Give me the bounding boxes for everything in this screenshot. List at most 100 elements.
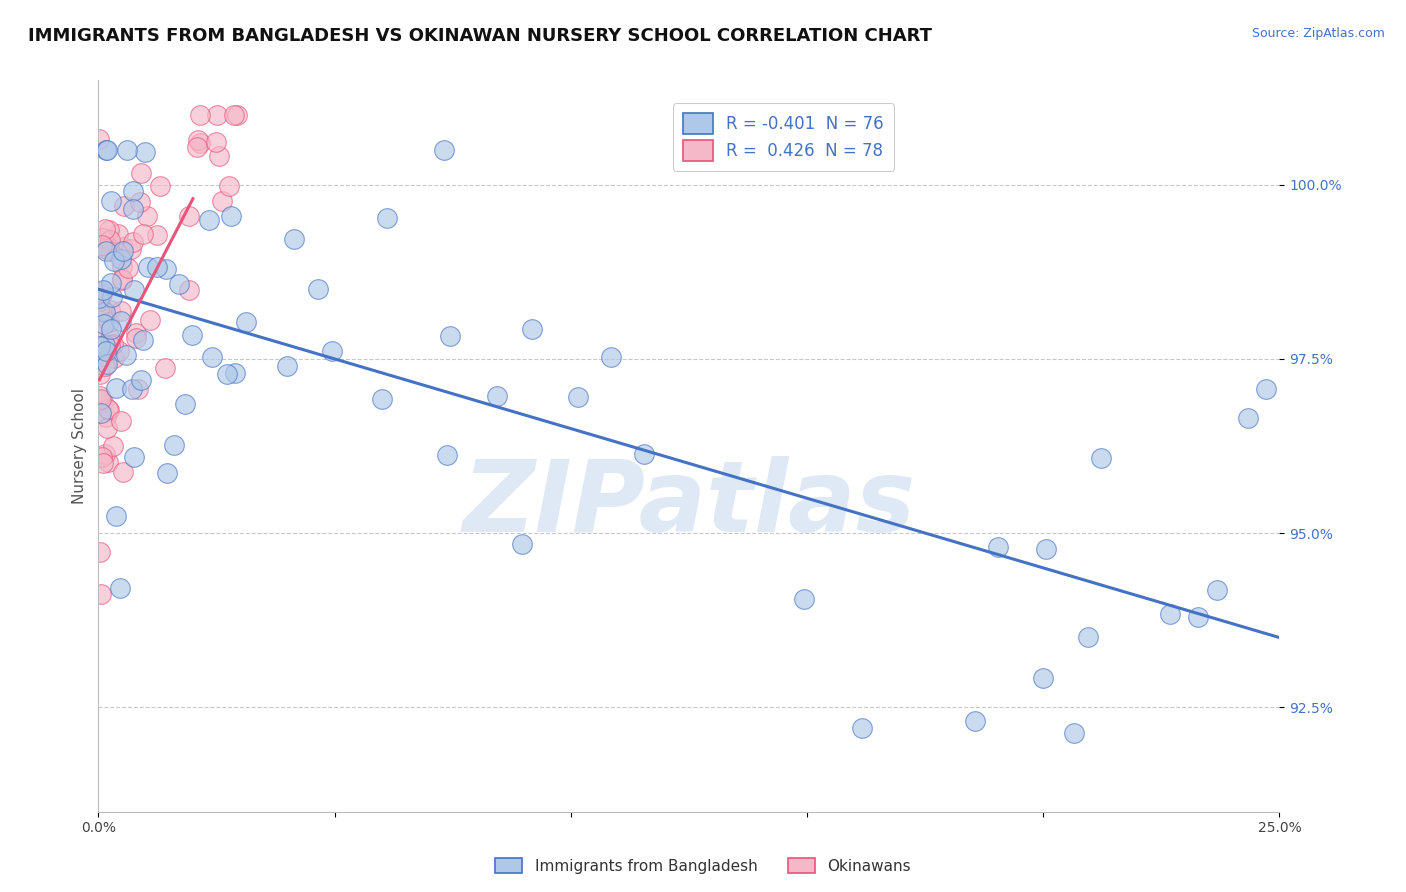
Point	[1077, 630, 1099, 644]
Point	[94, 305, 117, 319]
Point	[215, 367, 238, 381]
Point	[122, 450, 145, 465]
Point	[145, 260, 167, 274]
Point	[89, 291, 111, 305]
Point	[121, 383, 143, 397]
Point	[520, 322, 543, 336]
Point	[122, 283, 145, 297]
Point	[93, 318, 115, 332]
Point	[283, 232, 305, 246]
Point	[97, 240, 120, 254]
Point	[793, 591, 815, 606]
Point	[98, 244, 121, 258]
Point	[111, 271, 134, 285]
Point	[97, 402, 120, 417]
Point	[96, 357, 118, 371]
Point	[98, 303, 121, 318]
Point	[186, 139, 208, 153]
Point	[276, 359, 298, 374]
Point	[90, 587, 112, 601]
Point	[131, 373, 153, 387]
Point	[167, 277, 190, 291]
Point	[101, 337, 124, 351]
Text: ZIPatlas: ZIPatlas	[463, 456, 915, 553]
Point	[125, 326, 148, 341]
Point	[131, 166, 153, 180]
Point	[114, 348, 136, 362]
Point	[307, 281, 329, 295]
Point	[89, 393, 111, 408]
Point	[127, 382, 149, 396]
Point	[567, 390, 589, 404]
Point	[96, 343, 118, 358]
Point	[87, 293, 110, 308]
Point	[94, 410, 117, 425]
Point	[108, 343, 131, 358]
Point	[100, 276, 122, 290]
Point	[235, 315, 257, 329]
Point	[1159, 607, 1181, 621]
Point	[91, 304, 114, 318]
Point	[112, 465, 135, 479]
Point	[110, 414, 132, 428]
Point	[136, 260, 159, 274]
Point	[633, 447, 655, 461]
Point	[97, 455, 120, 469]
Point	[224, 108, 246, 122]
Point	[204, 135, 226, 149]
Point	[94, 446, 117, 460]
Point	[111, 259, 134, 273]
Point	[90, 301, 112, 316]
Point	[1063, 726, 1085, 740]
Point	[87, 392, 110, 407]
Point	[156, 466, 179, 480]
Point	[94, 337, 117, 351]
Point	[98, 234, 121, 248]
Point	[219, 210, 242, 224]
Point	[111, 273, 134, 287]
Point	[198, 212, 221, 227]
Point	[87, 131, 110, 145]
Point	[179, 283, 201, 297]
Point	[90, 392, 112, 407]
Point	[101, 290, 124, 304]
Point	[433, 143, 456, 157]
Legend: Immigrants from Bangladesh, Okinawans: Immigrants from Bangladesh, Okinawans	[489, 852, 917, 880]
Point	[149, 179, 172, 194]
Point	[94, 244, 117, 259]
Point	[1187, 609, 1209, 624]
Point	[91, 351, 114, 365]
Point	[96, 143, 118, 157]
Point	[188, 108, 211, 122]
Point	[125, 330, 148, 344]
Point	[1237, 411, 1260, 425]
Point	[117, 260, 139, 275]
Point	[1205, 583, 1227, 598]
Point	[90, 237, 112, 252]
Legend: R = -0.401  N = 76, R =  0.426  N = 78: R = -0.401 N = 76, R = 0.426 N = 78	[673, 103, 894, 170]
Point	[91, 231, 114, 245]
Point	[90, 285, 112, 299]
Point	[375, 211, 398, 225]
Point	[120, 242, 142, 256]
Point	[89, 544, 111, 558]
Point	[112, 199, 135, 213]
Point	[110, 313, 132, 327]
Point	[132, 227, 155, 242]
Point	[98, 338, 121, 352]
Point	[134, 145, 156, 159]
Point	[321, 344, 343, 359]
Point	[436, 448, 458, 462]
Point	[108, 581, 131, 595]
Point	[100, 194, 122, 209]
Point	[139, 313, 162, 327]
Point	[90, 450, 112, 464]
Point	[96, 421, 118, 435]
Point	[851, 721, 873, 735]
Point	[91, 287, 114, 301]
Y-axis label: Nursery School: Nursery School	[72, 388, 87, 504]
Point	[89, 339, 111, 353]
Point	[439, 328, 461, 343]
Point	[103, 253, 125, 268]
Point	[485, 389, 508, 403]
